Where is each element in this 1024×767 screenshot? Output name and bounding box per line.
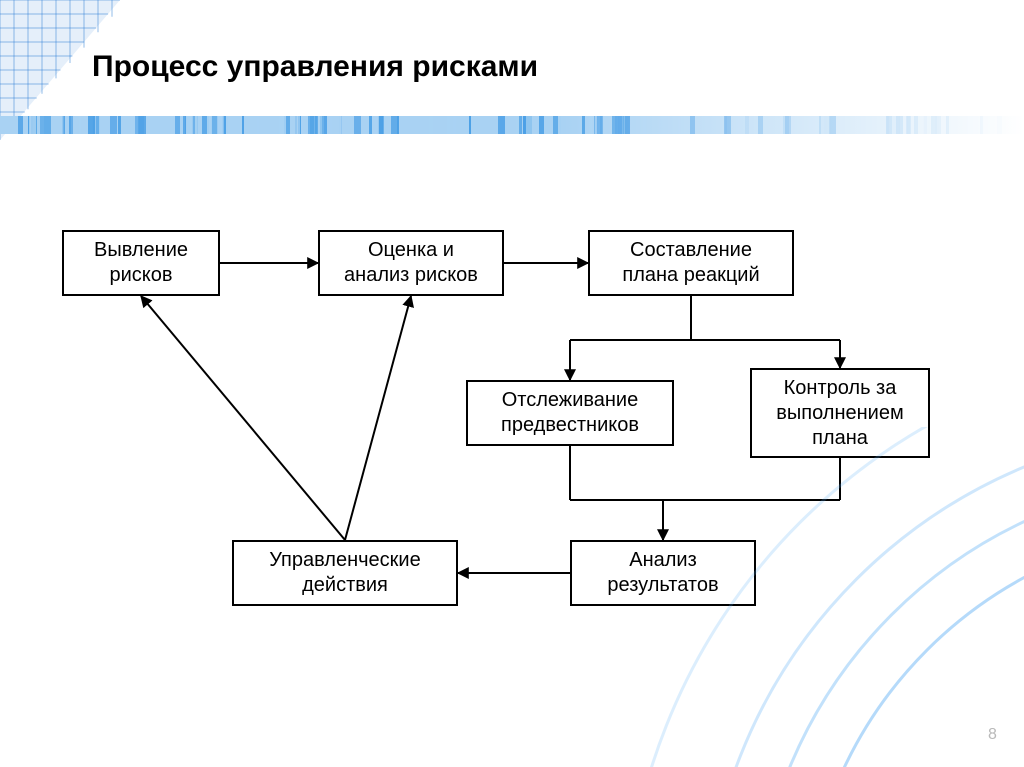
node-n6: Анализрезультатов [570, 540, 756, 606]
node-n7: Управленческиедействия [232, 540, 458, 606]
node-n5: Контроль завыполнениемплана [750, 368, 930, 458]
node-n4: Отслеживаниепредвестников [466, 380, 674, 446]
page-title: Процесс управления рисками [92, 50, 538, 84]
slide: Процесс управления рисками Вывлениериско… [0, 0, 1024, 767]
node-n1: Вывлениерисков [62, 230, 220, 296]
node-n2: Оценка ианализ рисков [318, 230, 504, 296]
stripe-deco [0, 116, 1024, 134]
node-n3: Составлениеплана реакций [588, 230, 794, 296]
page-number: 8 [988, 726, 997, 744]
